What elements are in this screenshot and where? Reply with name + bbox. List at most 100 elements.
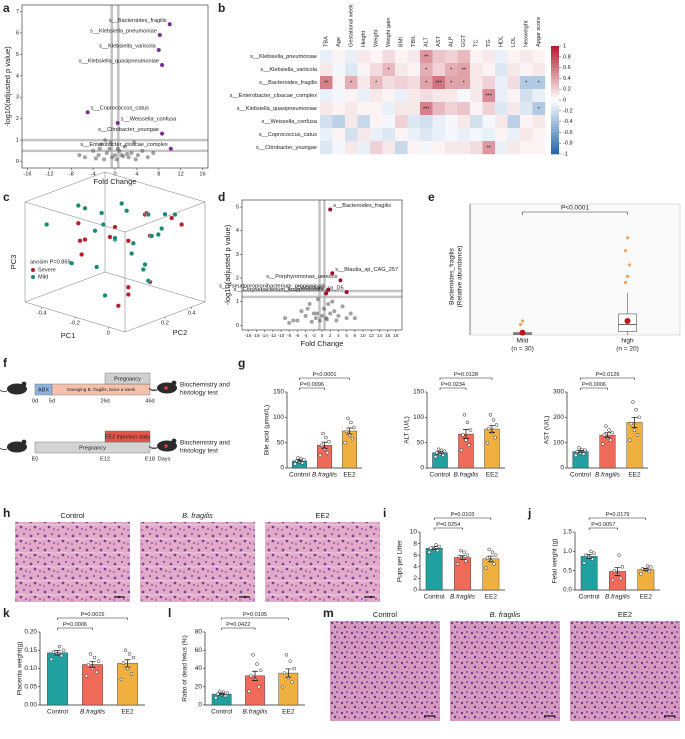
colorbar-label: -0.8 <box>563 141 573 147</box>
point <box>125 238 131 244</box>
x-tick-label: -16 <box>253 333 260 338</box>
mean-marker <box>519 329 526 336</box>
heatmap-cell <box>520 76 533 90</box>
point <box>145 212 151 217</box>
point <box>125 292 131 297</box>
x-axis-label: Fold Change <box>301 339 344 348</box>
bar <box>82 664 103 706</box>
x-tick-label: B.fragilis <box>605 594 631 601</box>
mouse-ear <box>21 439 27 445</box>
significance-star: *** <box>423 107 430 113</box>
x-tick-label: -14 <box>261 333 268 338</box>
p-value: P=0.0422 <box>226 622 250 628</box>
data-point <box>125 666 130 671</box>
data-point <box>436 447 441 452</box>
point <box>107 234 113 240</box>
error-bar <box>487 555 494 562</box>
panel-label: e <box>428 190 435 204</box>
heatmap-cell <box>345 50 358 64</box>
mouse-ear <box>171 380 177 386</box>
x-tick-label: EE2 <box>628 472 641 479</box>
y-tick-label: 0.15 <box>24 647 37 654</box>
x-tick-label: 14 <box>377 333 383 338</box>
heatmap-cell <box>320 63 333 77</box>
colorbar-step <box>551 102 559 106</box>
heatmap-cell <box>470 63 483 77</box>
error-bar <box>124 659 131 668</box>
data-point <box>121 661 126 665</box>
column-label: Gestational week <box>349 4 355 47</box>
colorbar-step <box>551 105 559 109</box>
heatmap-cell <box>395 63 408 77</box>
point <box>92 228 98 234</box>
highlight-point <box>330 271 335 276</box>
y-tick-label: 150 <box>273 389 284 396</box>
y-tick-label: 5 <box>236 205 239 211</box>
data-point <box>293 462 297 466</box>
y-tick-label: 6 <box>16 30 19 36</box>
colorbar-label: -0.2 <box>563 108 573 114</box>
histology-image <box>450 621 560 721</box>
heatmap-cell <box>345 89 358 103</box>
x-tick-label: -0.4 <box>37 310 47 316</box>
y-tick-label: 20 <box>195 683 203 690</box>
data-point <box>485 556 490 560</box>
data-point <box>223 694 228 698</box>
highlight-point <box>115 120 120 125</box>
heatmap-cell <box>345 128 358 142</box>
significance-star: * <box>425 81 428 87</box>
heatmap-cell <box>520 102 533 116</box>
data-point <box>441 453 445 458</box>
data-point <box>216 692 220 696</box>
heatmap-cell <box>470 128 483 142</box>
heatmap-cell <box>482 102 496 116</box>
box-edge <box>24 171 106 203</box>
point <box>326 302 331 306</box>
point <box>305 306 310 311</box>
data-point <box>288 659 293 663</box>
image-label: Control <box>373 610 398 619</box>
point-label: s__Citrobacter_youngae <box>98 127 159 133</box>
heatmap-cell <box>332 63 346 77</box>
data-point <box>637 415 641 420</box>
x-tick-label: B.fragilis <box>450 594 476 601</box>
data-point <box>604 424 608 428</box>
heart-icon <box>164 444 168 448</box>
y-tick-label: 4 <box>236 228 239 234</box>
y-axis-label: PC2 <box>173 328 188 337</box>
data-point <box>84 674 89 678</box>
colorbar-label: 0.4 <box>563 76 571 82</box>
heatmap-cell <box>382 141 396 155</box>
colorbar-step <box>551 113 559 117</box>
x-tick-label: EE2 <box>485 594 498 601</box>
timeline-label: Gavaging B. fragilis, twice a week <box>67 387 136 392</box>
error-bar <box>218 692 225 696</box>
panel-label: k <box>3 606 10 620</box>
point <box>82 155 87 160</box>
point <box>75 220 81 226</box>
heatmap-cell <box>420 128 433 142</box>
point <box>330 299 335 304</box>
point <box>320 313 324 318</box>
point-label: s__Clostridium_sp_D5 <box>287 286 343 292</box>
y-tick-label: 2 <box>16 116 19 122</box>
y-axis-label: AST (U/L) <box>544 416 551 445</box>
point <box>115 303 121 309</box>
data-point <box>620 565 625 569</box>
colorbar-step <box>551 59 559 63</box>
image-label: EE2 <box>315 511 329 520</box>
x-tick-label: EE2 <box>640 594 653 601</box>
colorbar-step <box>551 97 559 101</box>
heatmap-cell <box>395 89 408 103</box>
y-axis-label: Pups per Litter <box>397 539 404 582</box>
y-axis-label: ALT (U/L) <box>404 416 411 444</box>
highlight-point <box>157 33 162 38</box>
heatmap-cell <box>357 89 371 103</box>
error-bar <box>431 546 438 551</box>
data-point <box>282 671 287 675</box>
data-point <box>494 553 498 557</box>
point <box>79 252 85 257</box>
heatmap-cell <box>395 102 408 116</box>
panel-label: m <box>323 606 334 620</box>
data-point <box>608 438 613 442</box>
